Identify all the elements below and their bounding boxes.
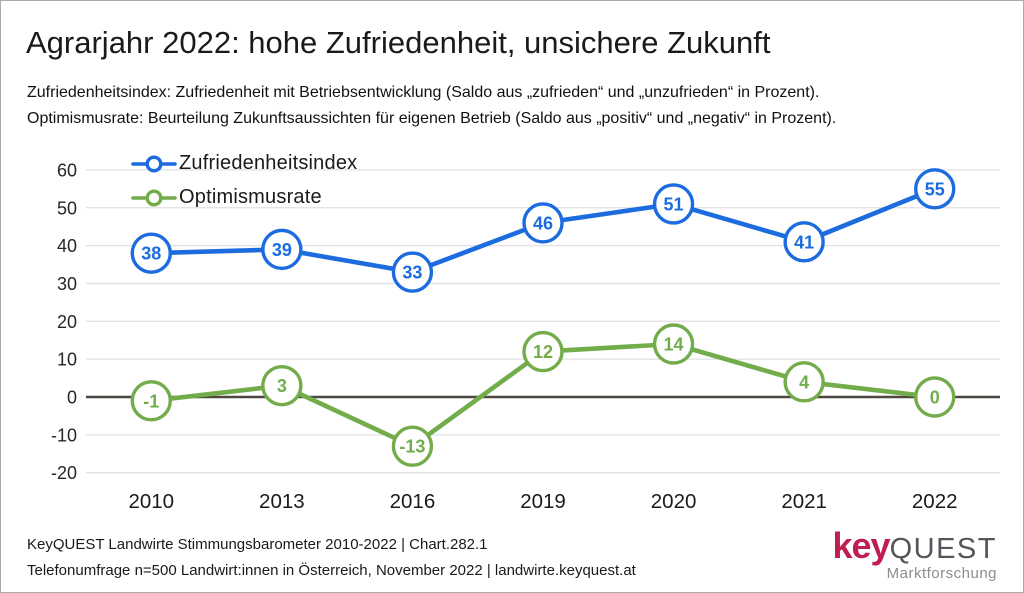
x-axis-tick-label: 2010: [128, 490, 174, 513]
footer: KeyQUEST Landwirte Stimmungsbarometer 20…: [27, 532, 636, 584]
data-point-label: 12: [533, 342, 553, 362]
legend-circle-marker: [145, 188, 163, 207]
legend-label: Zufriedenheitsindex: [179, 152, 358, 174]
data-point-label: 46: [533, 213, 553, 233]
data-point-label: 4: [799, 372, 809, 392]
data-point-label: 14: [664, 335, 684, 355]
data-point-label: 33: [402, 263, 422, 283]
x-axis-tick-label: 2013: [259, 490, 305, 513]
series-markers-zufriedenheitsindex: 38 39 33 46 51 41 55: [130, 168, 956, 293]
legend-item-optimismusrate: Optimismusrate: [131, 182, 357, 213]
data-point-label: 38: [141, 244, 161, 264]
data-point-label: 51: [664, 194, 684, 214]
data-point-marker: [783, 221, 825, 263]
chart-subtitle: Zufriedenheitsindex: Zufriedenheit mit B…: [27, 80, 836, 132]
footer-method-line: Telefonumfrage n=500 Landwirt:innen in Ö…: [27, 562, 636, 579]
chart-title: Agrarjahr 2022: hohe Zufriedenheit, unsi…: [26, 25, 771, 60]
data-point-marker: [391, 425, 434, 467]
logo-quest-text: QUEST: [889, 533, 997, 565]
y-axis-tick-label: 20: [57, 312, 77, 332]
data-point-marker: [130, 232, 172, 274]
y-axis-tick-label: 50: [57, 198, 77, 218]
data-point-marker: [783, 361, 825, 403]
data-point-label: -1: [143, 391, 159, 411]
line-chart-plot: -20 -10 0 10 20 30 40 50 60 2010 2013 2016 2019 2020 2…: [1, 136, 1023, 521]
subtitle-line-optimismusrate: Optimismusrate: Beurteilung Zukunftsauss…: [27, 110, 837, 127]
y-axis-tick-label: -10: [51, 425, 77, 445]
data-point-marker: [130, 380, 172, 422]
y-axis-tick-label: 30: [57, 274, 77, 294]
data-point-marker: [914, 168, 956, 210]
data-point-marker: [652, 323, 695, 365]
legend-label: Optimismusrate: [179, 186, 322, 208]
y-axis-tick-label: 10: [57, 350, 77, 370]
logo-subtitle: Marktforschung: [886, 565, 997, 582]
data-point-marker: [261, 228, 303, 271]
data-point-label: -13: [399, 437, 425, 457]
legend-marker-icon: [131, 154, 177, 173]
logo-key-text: key: [832, 525, 891, 566]
data-point-marker: [914, 376, 956, 418]
legend-circle-marker: [145, 154, 163, 173]
x-axis-tick-label: 2019: [520, 490, 566, 513]
subtitle-line-zufriedenheitsindex: Zufriedenheitsindex: Zufriedenheit mit B…: [27, 84, 820, 101]
data-point-label: 3: [277, 376, 287, 396]
x-axis-labels: 2010 2013 2016 2019 2020 2021 2022: [128, 490, 957, 513]
y-axis-tick-label: 0: [67, 388, 77, 408]
y-axis-labels: -20 -10 0 10 20 30 40 50 60: [51, 160, 77, 483]
data-point-label: 39: [272, 240, 292, 260]
keyquest-logo: key QUEST Marktforschung: [833, 528, 997, 583]
x-axis-tick-label: 2016: [390, 490, 436, 513]
data-point-marker: [522, 202, 564, 244]
logo-wordmark: key QUEST: [833, 528, 997, 564]
data-point-marker: [391, 251, 434, 293]
y-axis-tick-label: 40: [57, 236, 77, 256]
x-axis-tick-label: 2020: [651, 490, 697, 513]
data-point-marker: [652, 183, 695, 225]
y-axis-tick-label: -20: [51, 463, 77, 483]
legend-item-zufriedenheitsindex: Zufriedenheitsindex: [131, 148, 357, 179]
data-point-marker: [522, 330, 564, 373]
data-point-label: 55: [925, 179, 945, 199]
legend-marker-icon: [131, 188, 177, 207]
data-point-label: 41: [794, 232, 814, 252]
data-point-marker: [261, 364, 303, 407]
footer-source-line: KeyQUEST Landwirte Stimmungsbarometer 20…: [27, 536, 488, 553]
y-axis-tick-label: 60: [57, 160, 77, 180]
chart-legend: Zufriedenheitsindex Optimismusrate: [131, 148, 357, 213]
x-axis-tick-label: 2022: [912, 490, 958, 513]
x-axis-tick-label: 2021: [781, 490, 827, 513]
data-point-label: 0: [930, 388, 940, 408]
